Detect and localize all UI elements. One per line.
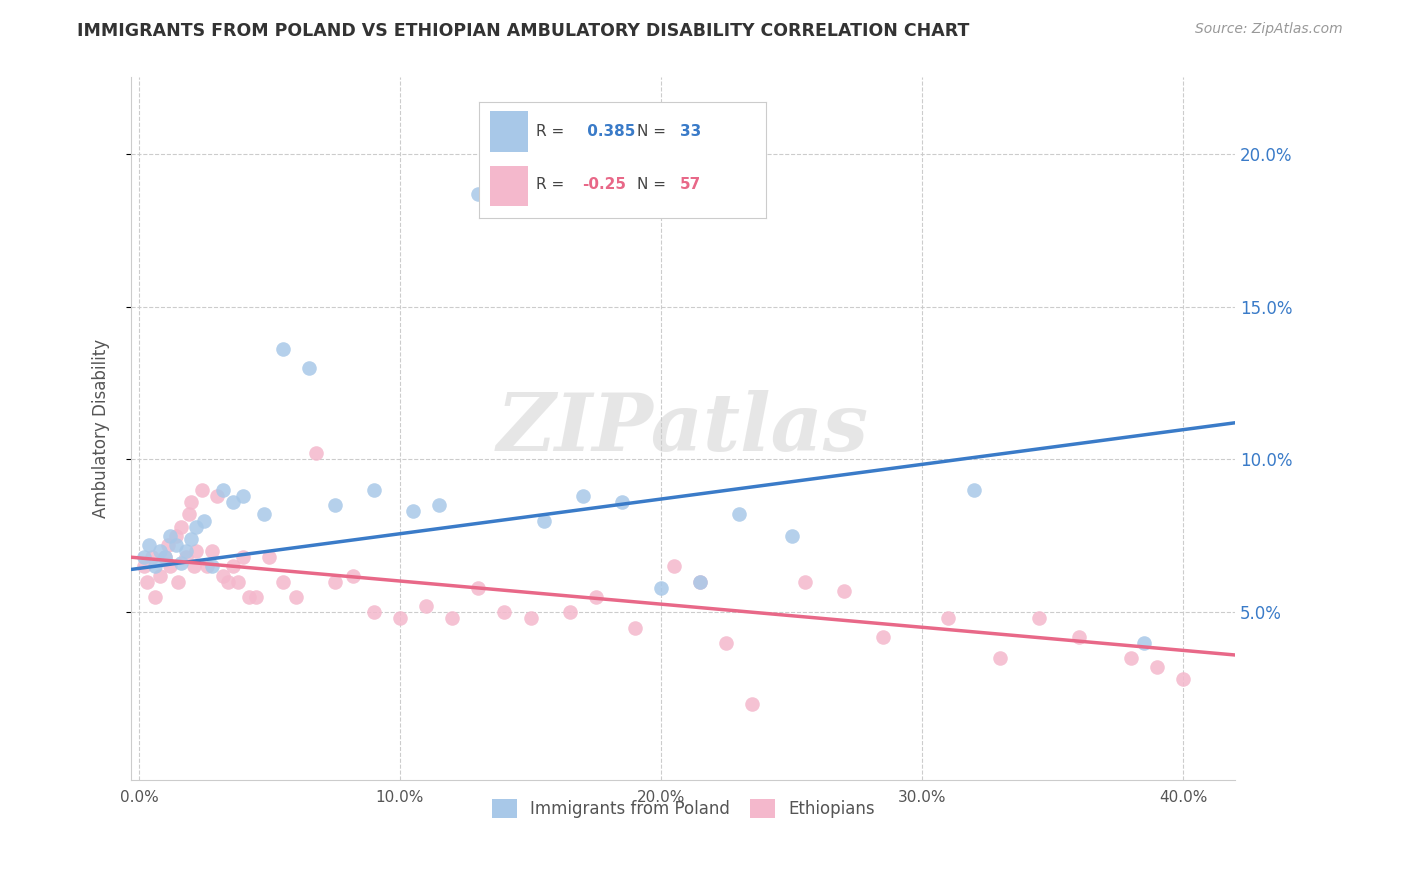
Point [177, 508, 200, 522]
Point [211, 568, 233, 582]
Point [170, 519, 193, 533]
Point [780, 529, 803, 543]
Point [610, 495, 633, 509]
Point [323, 498, 346, 512]
Point [159, 559, 181, 574]
Point [253, 508, 276, 522]
Point [467, 581, 489, 595]
Point [143, 590, 166, 604]
Point [201, 559, 224, 574]
Point [363, 605, 385, 619]
Point [143, 559, 166, 574]
Point [259, 550, 281, 565]
Text: IMMIGRANTS FROM POLAND VS ETHIOPIAN AMBULATORY DISABILITY CORRELATION CHART: IMMIGRANTS FROM POLAND VS ETHIOPIAN AMBU… [77, 22, 970, 40]
Point [1119, 651, 1142, 665]
Point [222, 495, 245, 509]
Point [624, 620, 647, 634]
Point [170, 557, 193, 571]
Point [342, 568, 364, 582]
Point [159, 529, 181, 543]
Point [153, 550, 176, 565]
Point [1133, 636, 1156, 650]
Point [832, 583, 855, 598]
Point [174, 544, 197, 558]
Point [232, 550, 254, 565]
Point [402, 504, 425, 518]
Point [271, 343, 294, 357]
Point [186, 519, 208, 533]
Point [1028, 611, 1050, 625]
Point [467, 186, 489, 201]
Point [193, 514, 215, 528]
Point [156, 538, 179, 552]
Point [271, 574, 294, 589]
Point [186, 544, 208, 558]
Legend: Immigrants from Poland, Ethiopians: Immigrants from Poland, Ethiopians [485, 792, 882, 825]
Point [165, 529, 187, 543]
Point [284, 590, 307, 604]
Point [1146, 660, 1168, 674]
Text: ZIPatlas: ZIPatlas [498, 390, 869, 467]
Point [872, 630, 894, 644]
Point [519, 611, 541, 625]
Point [298, 360, 321, 375]
Point [183, 559, 205, 574]
Point [571, 489, 593, 503]
Point [988, 651, 1011, 665]
Point [190, 483, 212, 497]
Point [232, 489, 254, 503]
Point [207, 489, 229, 503]
Point [138, 538, 160, 552]
Point [1067, 630, 1090, 644]
Point [305, 446, 328, 460]
Point [226, 574, 249, 589]
Point [141, 550, 163, 565]
Point [195, 559, 218, 574]
Point [585, 590, 607, 604]
Point [211, 483, 233, 497]
Point [180, 495, 202, 509]
Point [936, 611, 959, 625]
Point [741, 697, 763, 711]
Point [494, 605, 516, 619]
Point [180, 532, 202, 546]
Point [153, 550, 176, 565]
Point [558, 605, 581, 619]
Point [427, 498, 450, 512]
Point [728, 508, 751, 522]
Point [963, 483, 986, 497]
Point [165, 538, 187, 552]
Point [793, 574, 815, 589]
Text: Source: ZipAtlas.com: Source: ZipAtlas.com [1195, 22, 1343, 37]
Point [201, 544, 224, 558]
Point [134, 550, 156, 565]
Point [238, 590, 260, 604]
Point [135, 574, 157, 589]
Point [217, 574, 239, 589]
Point [689, 574, 711, 589]
Point [716, 636, 738, 650]
Point [149, 568, 172, 582]
Point [650, 581, 672, 595]
Point [662, 559, 685, 574]
Y-axis label: Ambulatory Disability: Ambulatory Disability [93, 339, 110, 518]
Point [174, 550, 197, 565]
Point [441, 611, 464, 625]
Point [134, 559, 156, 574]
Point [689, 574, 711, 589]
Point [323, 574, 346, 589]
Point [415, 599, 437, 613]
Point [222, 559, 245, 574]
Point [1171, 673, 1194, 687]
Point [363, 483, 385, 497]
Point [388, 611, 411, 625]
Point [245, 590, 267, 604]
Point [533, 514, 555, 528]
Point [149, 544, 172, 558]
Point [167, 574, 190, 589]
